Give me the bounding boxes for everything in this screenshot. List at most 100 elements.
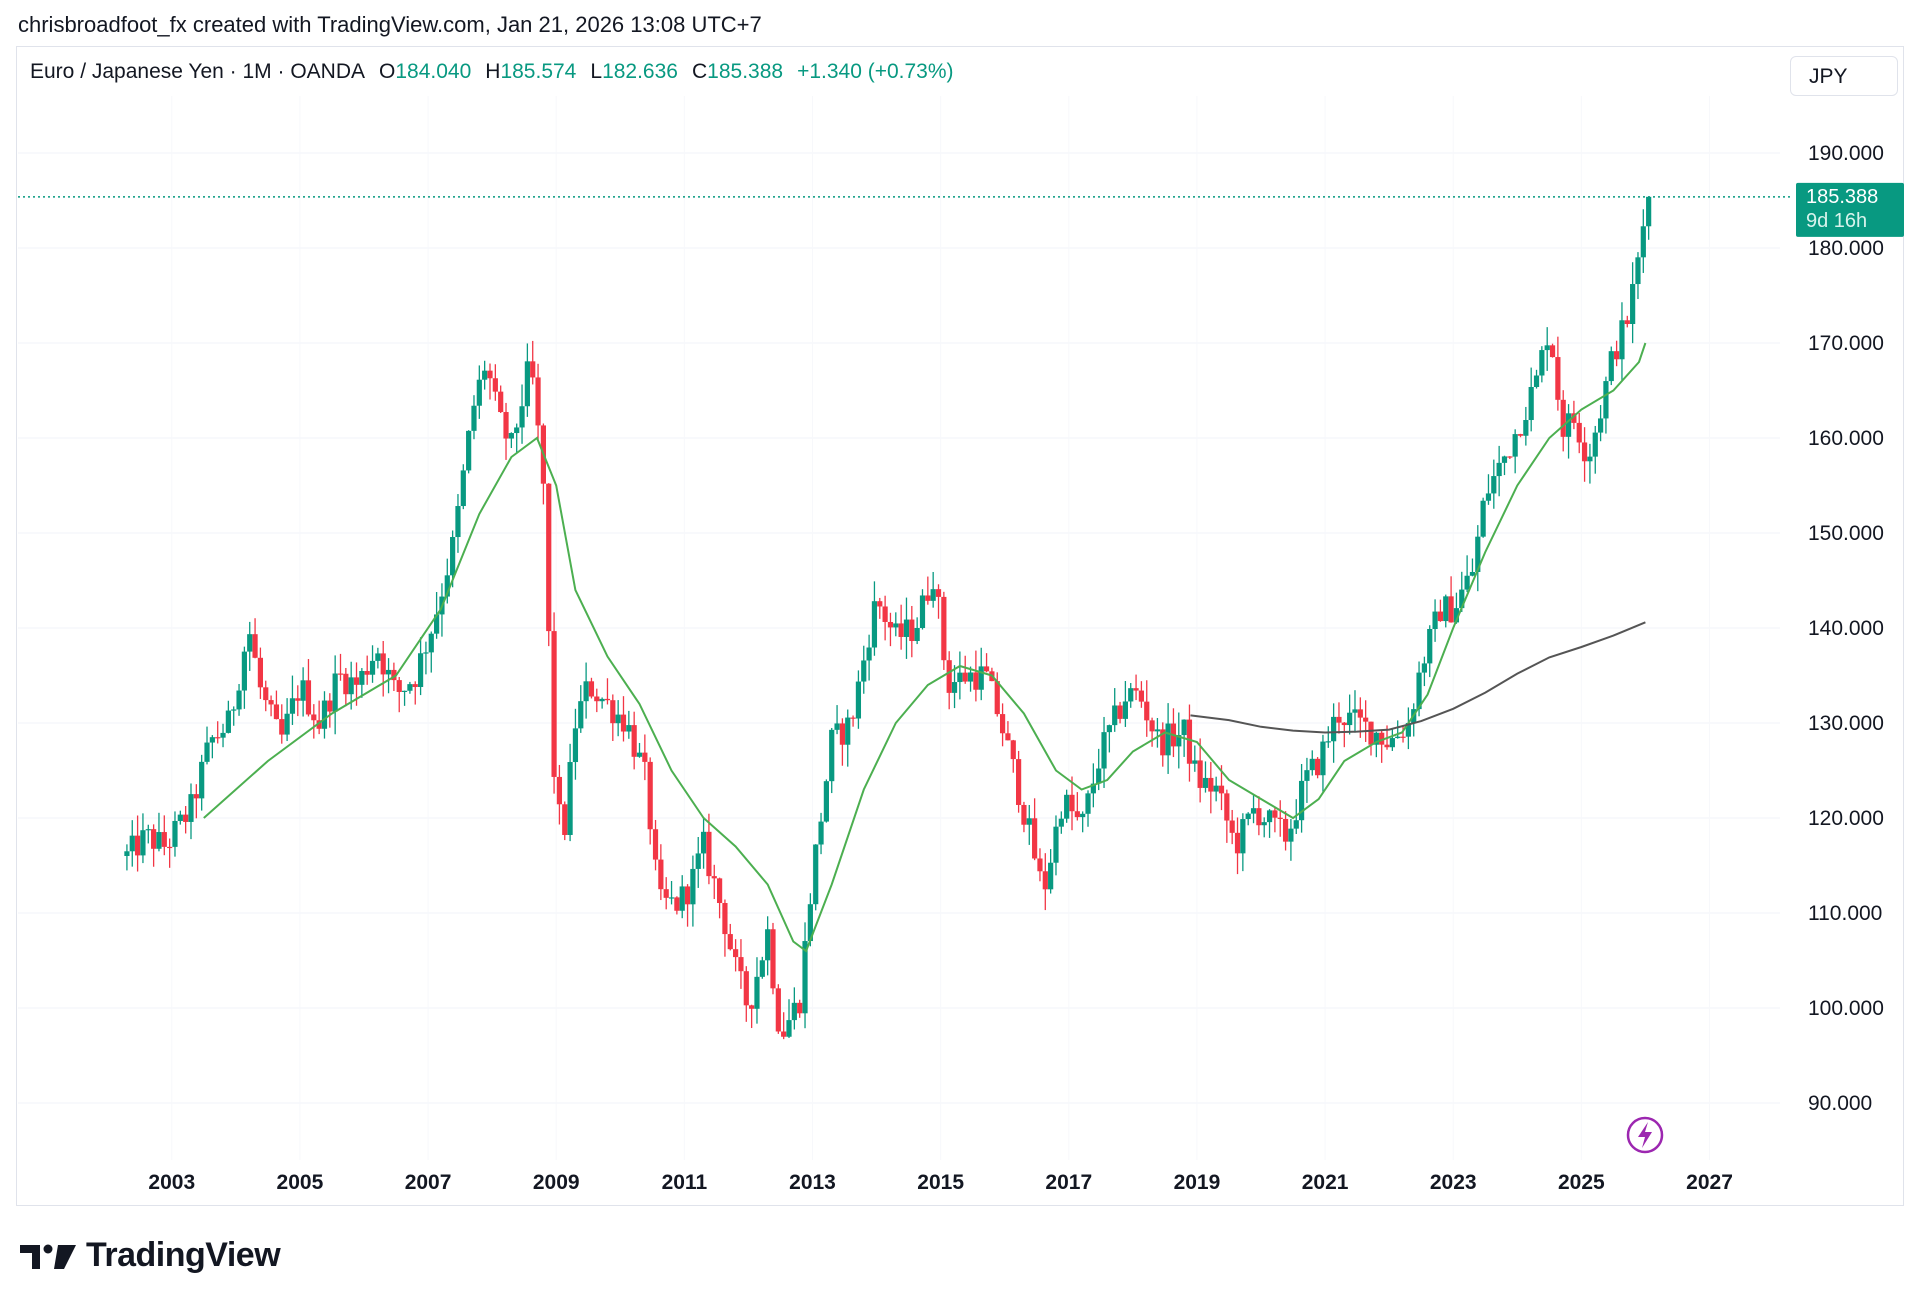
candle-body <box>684 886 691 905</box>
candles <box>124 196 1652 1040</box>
candle-body <box>877 601 883 607</box>
candle-body <box>930 589 936 601</box>
candle-body <box>1298 780 1305 821</box>
candle-body <box>1229 820 1235 833</box>
candle-body <box>1523 420 1529 436</box>
candle-body <box>957 672 963 683</box>
candle-body <box>1363 717 1369 722</box>
candle-body <box>498 391 504 413</box>
candle-body <box>1368 721 1374 745</box>
candle-body <box>1192 760 1198 764</box>
change-value: +1.340 (+0.73%) <box>797 60 954 83</box>
candle-body <box>417 653 424 687</box>
candle-body <box>1389 738 1395 748</box>
low-value: 182.636 <box>602 60 678 83</box>
candle-body <box>1224 793 1230 821</box>
candle-body <box>604 698 611 701</box>
candle-body <box>444 575 450 597</box>
candle-body <box>1128 688 1134 702</box>
candle-body <box>1544 345 1550 351</box>
candle-body <box>1208 777 1214 792</box>
candle-body <box>1421 663 1427 673</box>
candle-body <box>503 412 509 439</box>
y-tick-label: 110.000 <box>1808 902 1882 925</box>
candle-body <box>1555 357 1561 400</box>
candle-body <box>337 673 344 675</box>
candle-body <box>615 714 621 724</box>
candle-body <box>599 698 605 702</box>
candle-body <box>1459 589 1465 609</box>
candle-body <box>1533 375 1540 387</box>
candle-body <box>1549 345 1556 358</box>
candle-body <box>220 732 226 738</box>
candle-body <box>1282 818 1289 842</box>
y-tick-label: 140.000 <box>1808 617 1884 640</box>
candle-body <box>193 794 199 799</box>
candle-body <box>1635 257 1641 285</box>
attribution-text: chrisbroadfoot_fx created with TradingVi… <box>18 12 762 37</box>
candle-body <box>1469 571 1476 576</box>
candle-body <box>151 829 157 849</box>
candle-body <box>1485 493 1492 501</box>
y-tick-label: 180.000 <box>1808 237 1884 260</box>
currency-button[interactable]: JPY <box>1790 56 1898 96</box>
candle-body <box>1480 500 1486 537</box>
y-tick-label: 120.000 <box>1808 807 1884 830</box>
candle-body <box>1048 862 1054 890</box>
candle-body <box>1250 808 1257 814</box>
candle-body <box>887 621 894 628</box>
candle-body <box>535 377 541 426</box>
candle-body <box>1352 709 1358 713</box>
candle-body <box>1234 832 1241 854</box>
candle-body <box>434 614 440 634</box>
candle-body <box>716 878 723 904</box>
candle-body <box>135 835 141 856</box>
candle-body <box>1443 596 1449 622</box>
candle-body <box>797 1002 803 1014</box>
candle-body <box>850 717 856 719</box>
candle-body <box>663 889 669 898</box>
candle-body <box>284 713 290 735</box>
candle-body <box>866 647 872 661</box>
candle-body <box>1293 820 1299 829</box>
low-label: L <box>590 60 603 83</box>
candle-body <box>1539 350 1545 376</box>
candle-body <box>466 430 472 471</box>
brand-logo[interactable]: TradingView <box>20 1236 281 1275</box>
candle-body <box>770 929 776 989</box>
candle-body <box>983 666 990 672</box>
candle-body <box>839 723 846 745</box>
candle-body <box>300 680 306 701</box>
candle-body <box>967 672 974 682</box>
y-tick-label: 90.000 <box>1808 1092 1872 1115</box>
candle-body <box>578 701 584 729</box>
y-tick-label: 150.000 <box>1808 522 1884 545</box>
candle-body <box>145 829 151 831</box>
candle-body <box>727 934 733 950</box>
candle-body <box>1608 351 1614 382</box>
candle-body <box>1261 822 1267 826</box>
candle-body <box>1357 709 1363 718</box>
candle-body <box>450 537 456 576</box>
open-label: O <box>379 60 396 83</box>
candle-body <box>343 673 349 695</box>
candle-body <box>1309 758 1315 771</box>
symbol-title[interactable]: Euro / Japanese Yen · 1M · OANDA <box>30 60 366 83</box>
candle-body <box>1581 442 1588 462</box>
candle-body <box>252 634 258 658</box>
grid-lines <box>18 96 1780 1160</box>
candle-body <box>1176 735 1182 747</box>
candle-body <box>903 619 910 637</box>
candle-body <box>1603 381 1609 419</box>
candle-body <box>802 941 808 1014</box>
candle-body <box>1517 434 1524 436</box>
candle-body <box>1587 456 1593 462</box>
candle-body <box>1069 794 1075 812</box>
candle-body <box>1437 611 1444 622</box>
lightning-icon[interactable] <box>1626 1116 1664 1154</box>
candle-body <box>572 728 579 763</box>
candle-body <box>482 370 488 380</box>
candle-body <box>1619 320 1625 360</box>
candle-body <box>1165 723 1171 756</box>
